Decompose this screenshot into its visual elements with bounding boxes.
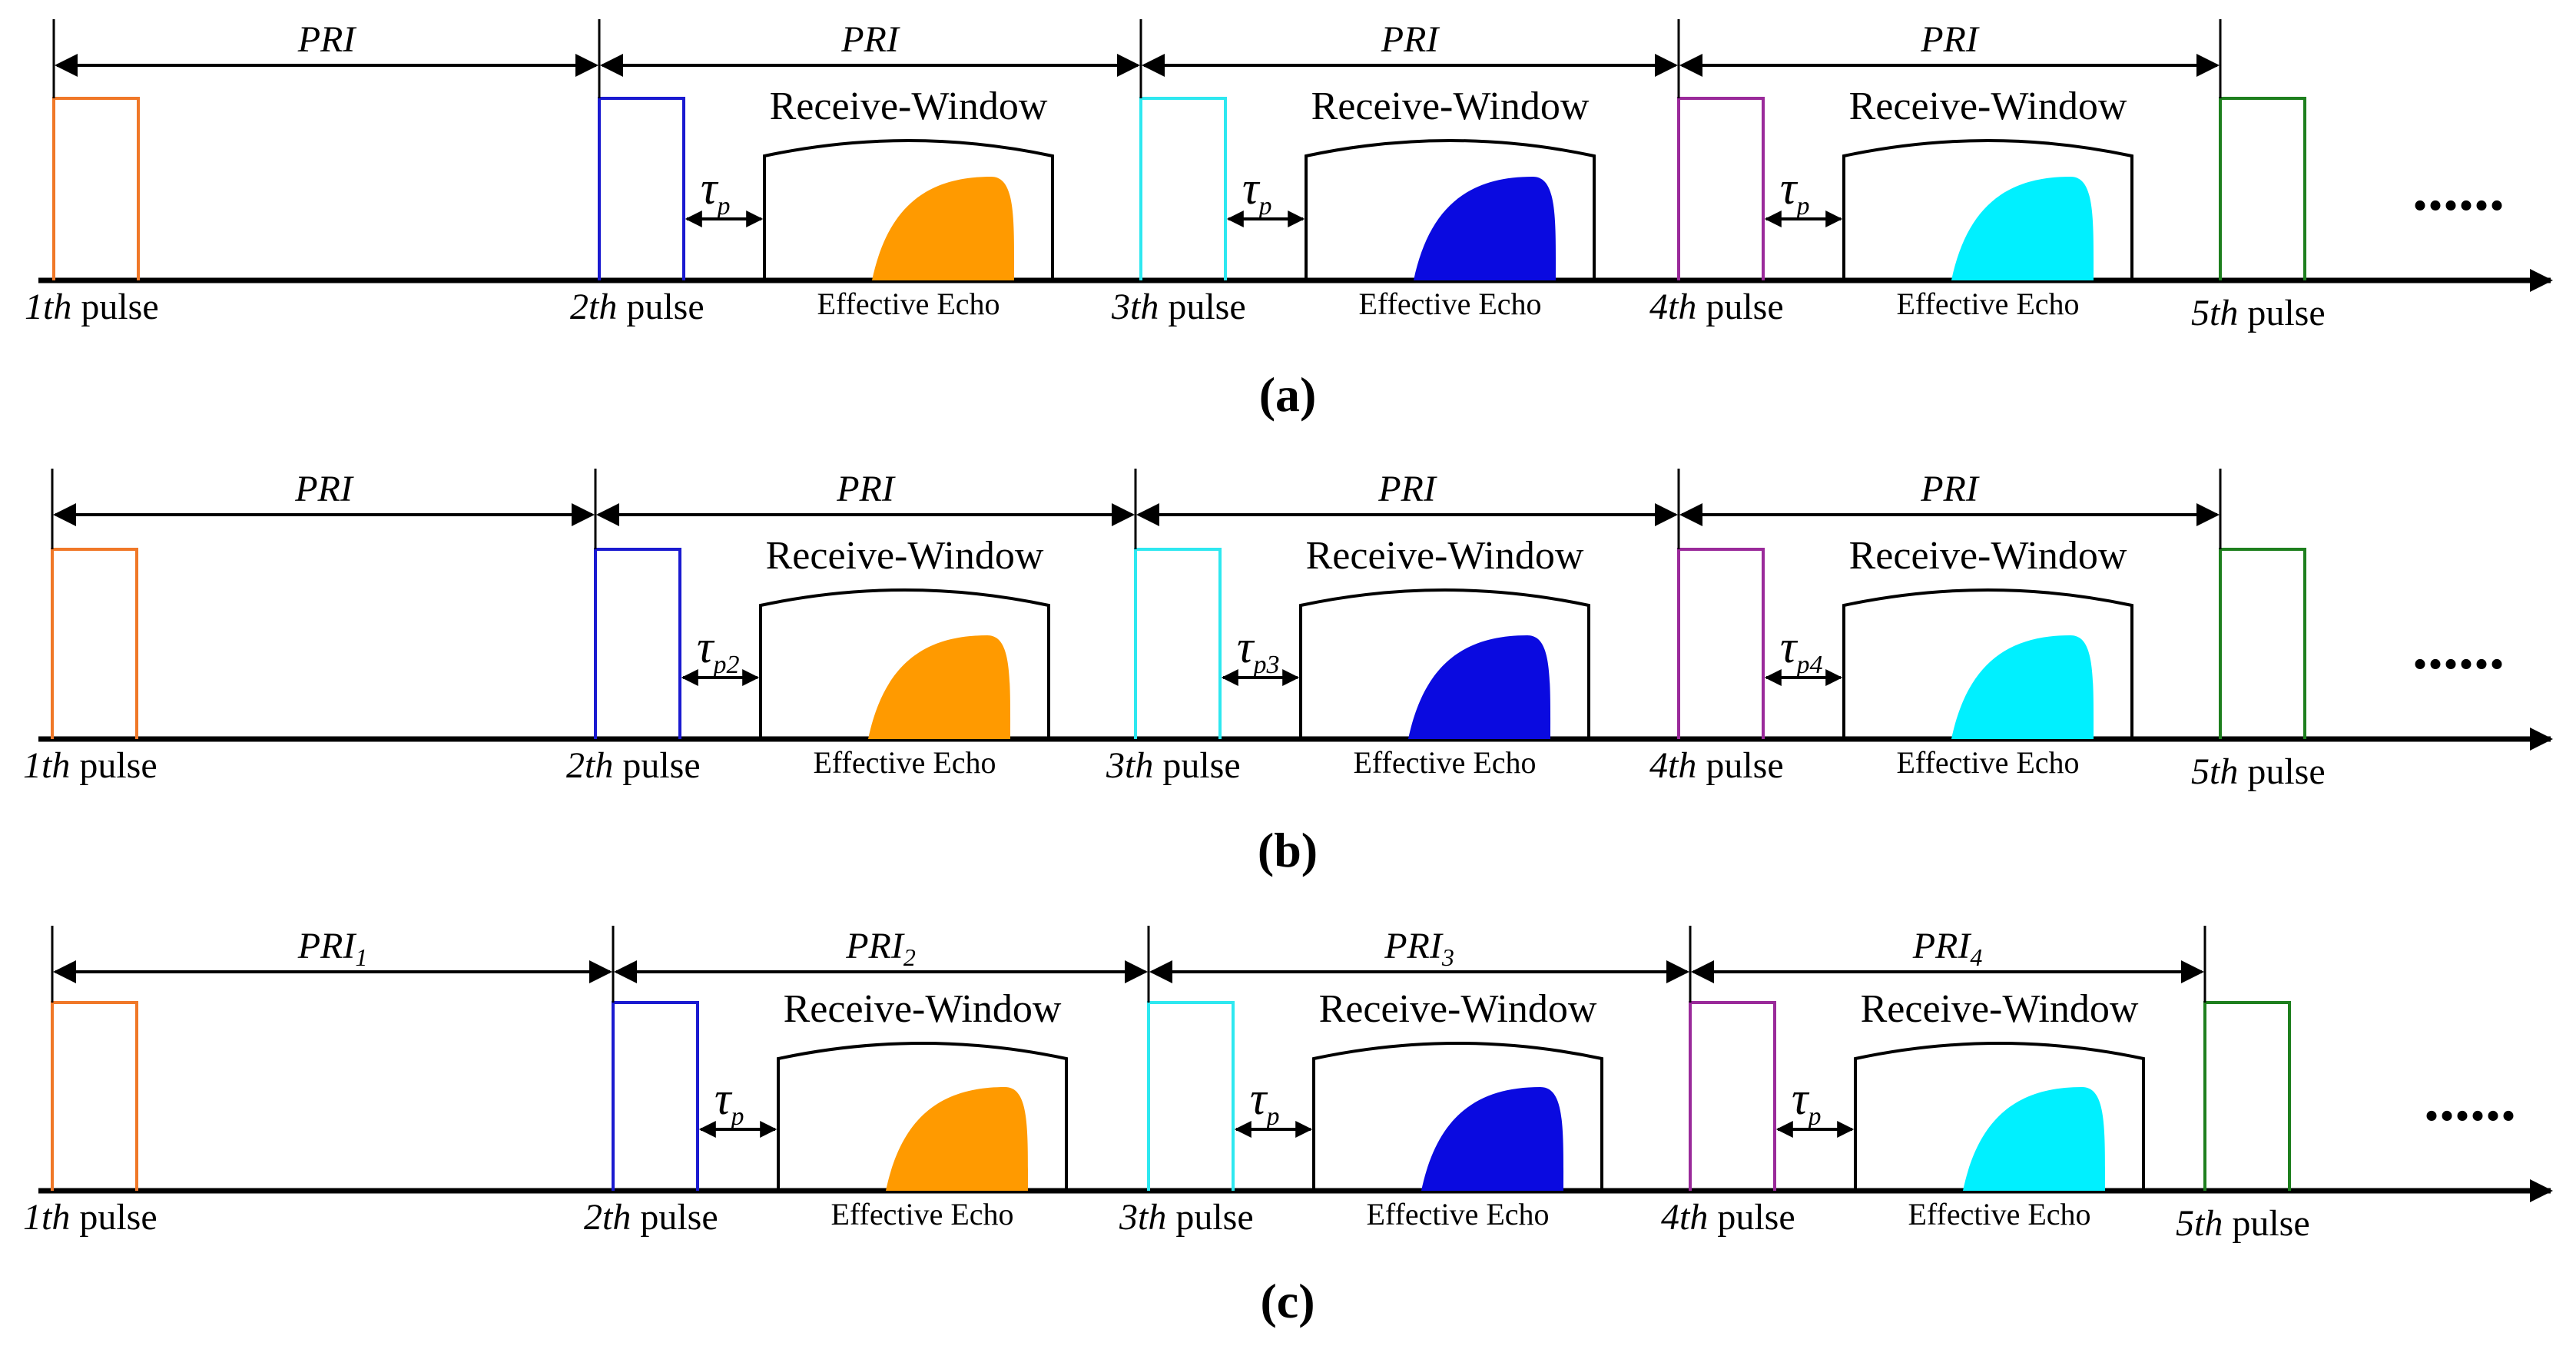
- effective-echo-shape: [868, 635, 1011, 739]
- panel-b: 1th pulse 2th pulse 3th pulse 4th pulse 5th …: [23, 469, 2553, 877]
- pulse-1: [52, 97, 140, 280]
- pulse-3: [1134, 548, 1222, 739]
- receive-window: [763, 139, 1054, 280]
- effective-echo-shape: [1408, 635, 1551, 739]
- pri-label-4: PRI4: [1912, 926, 1983, 971]
- pri-label-1: PRI: [297, 19, 357, 60]
- effective-echo-shape: [1951, 635, 2094, 739]
- effective-echo-label: Effective Echo: [1908, 1197, 2090, 1231]
- continuation-ellipsis: ......: [2424, 1066, 2516, 1134]
- receive-window-label: Receive-Window: [1319, 987, 1597, 1031]
- tau-label: τp: [1250, 1073, 1279, 1131]
- receive-window: [1312, 1042, 1603, 1191]
- panel-a: 1th pulse 2th pulse 3th pulse 4th pulse 5th …: [25, 19, 2553, 422]
- pulse-label-5: 5th pulse: [2191, 751, 2326, 792]
- tau-label: τp3: [1237, 622, 1279, 679]
- tau-label: τp: [701, 163, 730, 220]
- effective-echo-shape: [1963, 1087, 2106, 1191]
- effective-echo-label: Effective Echo: [830, 1197, 1013, 1231]
- pulse-label-3: 3th pulse: [1106, 745, 1241, 786]
- pri-label-4: PRI: [1920, 469, 1980, 509]
- effective-echo-label: Effective Echo: [1366, 1197, 1549, 1231]
- effective-echo-label: Effective Echo: [1896, 745, 2079, 780]
- receive-window-label: Receive-Window: [1861, 987, 2139, 1031]
- pulse-label-1: 1th pulse: [25, 287, 159, 327]
- continuation-ellipsis: ......: [2412, 615, 2505, 682]
- receive-window: [1305, 139, 1596, 280]
- tau-label: τp: [1780, 163, 1809, 220]
- pulse-5: [2203, 1001, 2291, 1191]
- pri-label-2: PRI2: [845, 926, 916, 971]
- effective-echo-label: Effective Echo: [1358, 287, 1541, 321]
- pulse-label-4: 4th pulse: [1649, 287, 1784, 327]
- pulse-label-3: 3th pulse: [1119, 1197, 1254, 1238]
- pri-label-3: PRI: [1381, 19, 1441, 60]
- pulse-label-2: 2th pulse: [584, 1197, 718, 1238]
- receive-window-label: Receive-Window: [1306, 534, 1584, 578]
- effective-echo-label: Effective Echo: [813, 745, 996, 780]
- pulse-4: [1677, 548, 1765, 739]
- pri-label-4: PRI: [1920, 19, 1980, 60]
- pulse-label-1: 1th pulse: [23, 745, 157, 786]
- effective-echo-shape: [1951, 177, 2094, 280]
- pulse-label-4: 4th pulse: [1661, 1197, 1795, 1238]
- effective-echo-shape: [886, 1087, 1029, 1191]
- effective-echo-shape: [1414, 177, 1557, 280]
- pulse-1: [51, 1001, 138, 1191]
- pri-label-1: PRI1: [297, 926, 368, 971]
- pulse-label-2: 2th pulse: [566, 745, 701, 786]
- pulse-label-4: 4th pulse: [1649, 745, 1784, 786]
- receive-window-label: Receive-Window: [1311, 85, 1590, 128]
- pulse-2: [612, 1001, 699, 1191]
- receive-window-label: Receive-Window: [784, 987, 1062, 1031]
- pulse-4: [1689, 1001, 1776, 1191]
- pulse-5: [2219, 548, 2306, 739]
- effective-echo-label: Effective Echo: [817, 287, 1000, 321]
- pulse-label-2: 2th pulse: [570, 287, 705, 327]
- continuation-ellipsis: ......: [2412, 156, 2505, 224]
- pulse-3: [1147, 1001, 1235, 1191]
- receive-window: [1299, 588, 1590, 739]
- panel-caption: (c): [1260, 1274, 1315, 1328]
- effective-echo-shape: [1421, 1087, 1564, 1191]
- panel-c: 1th pulse 2th pulse 3th pulse 4th pulse 5th …: [23, 926, 2553, 1328]
- receive-window: [1842, 139, 2133, 280]
- pri-label-2: PRI: [836, 469, 896, 509]
- pri-label-1: PRI: [294, 469, 354, 509]
- pulse-2: [598, 97, 685, 280]
- receive-window: [1842, 588, 2133, 739]
- receive-window-label: Receive-Window: [1849, 534, 2127, 578]
- receive-window-label: Receive-Window: [766, 534, 1044, 578]
- receive-window-label: Receive-Window: [1849, 85, 2127, 128]
- tau-label: τp2: [697, 622, 739, 679]
- pulse-label-5: 5th pulse: [2176, 1203, 2310, 1244]
- tau-label: τp: [1242, 163, 1271, 220]
- receive-window: [777, 1042, 1068, 1191]
- pulse-1: [51, 548, 138, 739]
- tau-label: τp4: [1780, 622, 1822, 679]
- effective-echo-label: Effective Echo: [1353, 745, 1536, 780]
- receive-window: [1854, 1042, 2145, 1191]
- pulse-3: [1139, 97, 1227, 280]
- pri-label-2: PRI: [840, 19, 900, 60]
- tau-label: τp: [1792, 1073, 1821, 1131]
- pulse-label-1: 1th pulse: [23, 1197, 157, 1238]
- pulse-4: [1677, 97, 1765, 280]
- pulse-5: [2219, 97, 2306, 280]
- pri-label-3: PRI3: [1384, 926, 1454, 971]
- pulse-label-5: 5th pulse: [2191, 293, 2326, 333]
- receive-window: [759, 588, 1050, 739]
- panel-caption: (b): [1258, 823, 1318, 877]
- panel-caption: (a): [1259, 367, 1317, 422]
- tau-label: τp: [714, 1073, 744, 1131]
- pulse-label-3: 3th pulse: [1111, 287, 1246, 327]
- pulse-2: [594, 548, 681, 739]
- effective-echo-shape: [872, 177, 1015, 280]
- receive-window-label: Receive-Window: [770, 85, 1048, 128]
- effective-echo-label: Effective Echo: [1896, 287, 2079, 321]
- pri-label-3: PRI: [1378, 469, 1437, 509]
